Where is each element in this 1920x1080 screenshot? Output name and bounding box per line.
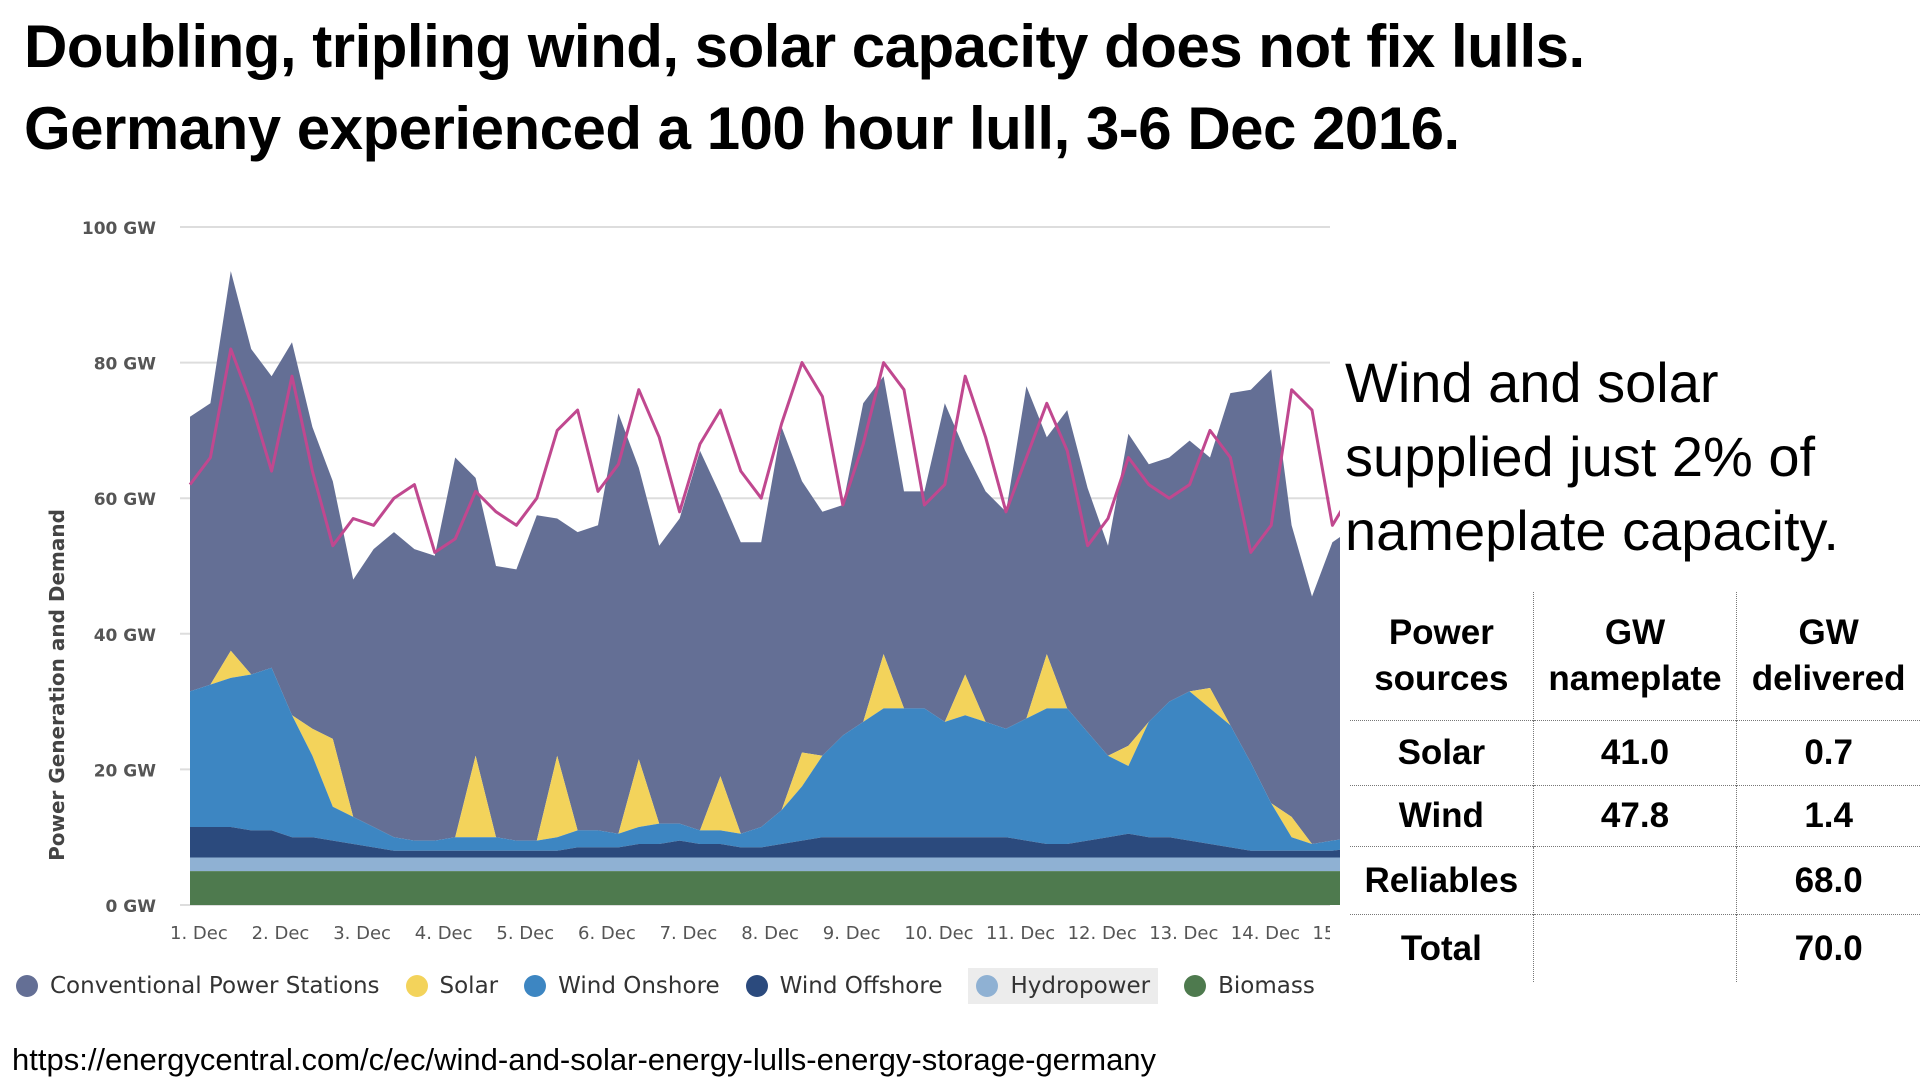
y-tick-label: 60 GW [94,490,157,510]
stacked-areas [190,271,1340,905]
x-tick-label: 8. Dec [741,923,799,944]
x-tick-label: 11. Dec [986,923,1055,944]
row-nameplate [1532,846,1737,915]
x-tick-label: 13. Dec [1149,923,1218,944]
y-tick-label: 20 GW [94,761,157,781]
legend-swatch [524,975,547,997]
area-conventional-power-stations [190,271,1340,844]
legend-swatch [1184,975,1207,997]
row-source: Solar [1350,720,1534,786]
row-delivered: 70.0 [1736,914,1920,982]
slide-title: Doubling, tripling wind, solar capacity … [24,6,1904,170]
legend-item-biomass[interactable]: Biomass [1184,968,1315,1004]
y-tick-label: 40 GW [94,626,157,646]
x-tick-label: 3. Dec [333,923,391,944]
x-tick-label: 12. Dec [1068,923,1137,944]
header-gw-delivered: GW delivered [1736,592,1920,721]
legend-item-wind-onshore[interactable]: Wind Onshore [524,968,720,1004]
legend-label: Wind Onshore [558,973,720,999]
x-tick-label: 1. Dec [170,923,228,944]
legend-item-solar[interactable]: Solar [405,968,499,1004]
demand-line-group [188,347,1340,554]
y-tick-label: 80 GW [94,355,157,375]
y-axis-ticks: 0 GW 20 GW 40 GW 60 GW 80 GW 100 GW [82,219,156,917]
legend-label: Hydropower [1010,973,1151,999]
x-tick-label: 2. Dec [252,923,310,944]
legend-item-wind-offshore[interactable]: Wind Offshore [745,968,943,1004]
y-tick-label: 100 GW [82,219,156,239]
x-tick-label: 6. Dec [578,923,636,944]
row-nameplate: 41.0 [1532,720,1737,786]
legend-item-conventional-power-stations[interactable]: Conventional Power Stations [16,968,380,1004]
area-biomass [190,871,1340,905]
x-axis-ticks: 1. Dec 2. Dec 3. Dec 4. Dec 5. Dec 6. Dec 7. D… [170,923,1340,944]
row-delivered: 68.0 [1736,846,1920,915]
header-power-sources: Power sources [1374,613,1509,698]
x-tick-label: 5. Dec [496,923,554,944]
legend-label: Solar [439,973,499,999]
callout-line-3: nameplate capacity. [1345,499,1839,562]
row-delivered: 1.4 [1736,785,1920,847]
legend-swatch [745,975,768,997]
row-nameplate: 47.8 [1532,785,1737,847]
chart-legend: Conventional Power Stations Solar Wind Ons… [16,968,1332,1004]
legend-swatch [405,975,428,997]
x-tick-label: 7. Dec [660,923,718,944]
row-delivered: 0.7 [1736,720,1920,786]
demand-line [188,347,1340,554]
legend-swatch [16,975,38,997]
power-sources-table: Power sources GW nameplate GW delivered Sol… [1350,592,1920,982]
table-header-row: Power sources GW nameplate GW delivered [1350,592,1920,721]
callout-text: Wind and solar supplied just 2% of namep… [1345,346,1905,568]
title-line-1: Doubling, tripling wind, solar capacity … [24,13,1585,80]
area-wind-offshore [190,827,1340,858]
legend-swatch [976,975,999,997]
x-tick-label: 4. Dec [415,923,473,944]
row-source: Reliables [1350,846,1534,915]
legend-label: Biomass [1218,973,1315,999]
table-row: Wind 47.8 1.4 [1350,785,1920,847]
legend-label: Conventional Power Stations [50,973,380,999]
area-wind-onshore [190,667,1340,851]
header-gw-nameplate: GW nameplate [1532,592,1737,721]
row-source: Total [1350,914,1534,982]
callout-line-1: Wind and solar [1345,351,1719,414]
power-generation-chart: 0 GW 20 GW 40 GW 60 GW 80 GW 100 GW 1. Dec 2. … [45,219,1340,944]
x-tick-label: 10. Dec [904,923,973,944]
table-row: Solar 41.0 0.7 [1350,720,1920,786]
x-tick-label: 14. Dec [1231,923,1300,944]
table-row: Total 70.0 [1350,914,1920,982]
row-nameplate [1532,914,1737,982]
legend-item-hydropower[interactable]: Hydropower [968,968,1159,1004]
area-solar [190,650,1340,844]
x-tick-label: 15. Dec [1312,923,1340,944]
area-hydropower [190,857,1340,872]
title-line-2: Germany experienced a 100 hour lull, 3-6… [24,95,1460,162]
table-row: Reliables 68.0 [1350,846,1920,915]
callout-line-2: supplied just 2% of [1345,425,1816,488]
legend-label: Wind Offshore [779,973,943,999]
y-tick-label: 0 GW [106,897,157,917]
x-tick-label: 9. Dec [823,923,881,944]
source-url[interactable]: https://energycentral.com/c/ec/wind-and-… [12,1042,1157,1077]
row-source: Wind [1350,785,1534,847]
y-axis-label: Power Generation and Demand [45,509,69,861]
